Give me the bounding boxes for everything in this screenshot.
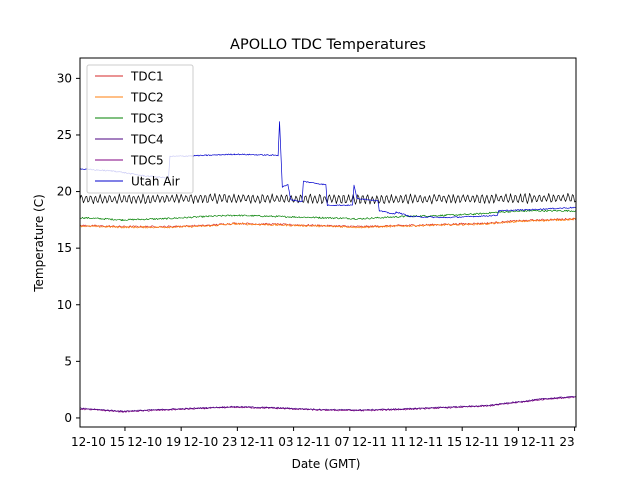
- legend-label: Utah Air: [131, 175, 180, 189]
- series-line-outdoor: [79, 192, 577, 205]
- x-axis-label: Date (GMT): [292, 457, 361, 471]
- y-axis-label: Temperature (C): [32, 194, 46, 293]
- y-tick-label: 25: [57, 128, 72, 142]
- y-axis: 0 5 10 15 20 25 30: [57, 71, 80, 425]
- chart-title: APOLLO TDC Temperatures: [230, 37, 426, 53]
- y-tick-label: 30: [57, 71, 72, 85]
- x-tick-label: 12-11 23: [521, 435, 575, 449]
- x-tick-label: 12-10 15: [71, 435, 125, 449]
- x-tick-label: 12-11 11: [352, 435, 406, 449]
- y-tick-label: 0: [64, 411, 72, 425]
- legend-label: TDC2: [130, 91, 164, 105]
- legend: TDC1 TDC2 TDC3 TDC4 TDC5 Utah Air: [86, 64, 194, 194]
- y-tick-label: 20: [57, 185, 72, 199]
- series-line-tdc4: [79, 395, 577, 412]
- x-tick-label: 12-11 19: [464, 435, 518, 449]
- series-line-tdc3: [79, 209, 577, 221]
- y-tick-label: 5: [64, 354, 72, 368]
- legend-label: TDC1: [130, 70, 164, 84]
- legend-label: TDC5: [130, 154, 164, 168]
- x-tick-label: 12-10 23: [183, 435, 237, 449]
- x-tick-label: 12-11 07: [296, 435, 350, 449]
- x-axis: 12-10 15 12-10 19 12-10 23 12-11 03 12-11 07…: [71, 427, 576, 449]
- plot-frame: [79, 57, 577, 428]
- y-tick-label: 10: [57, 298, 72, 312]
- x-tick-label: 12-11 15: [408, 435, 462, 449]
- series-line-tdc2: [79, 218, 577, 229]
- x-tick-label: 12-10 19: [127, 435, 181, 449]
- legend-label: TDC3: [130, 112, 164, 126]
- legend-label: TDC4: [130, 133, 164, 147]
- y-tick-label: 15: [57, 241, 72, 255]
- x-tick-label: 12-11 03: [240, 435, 294, 449]
